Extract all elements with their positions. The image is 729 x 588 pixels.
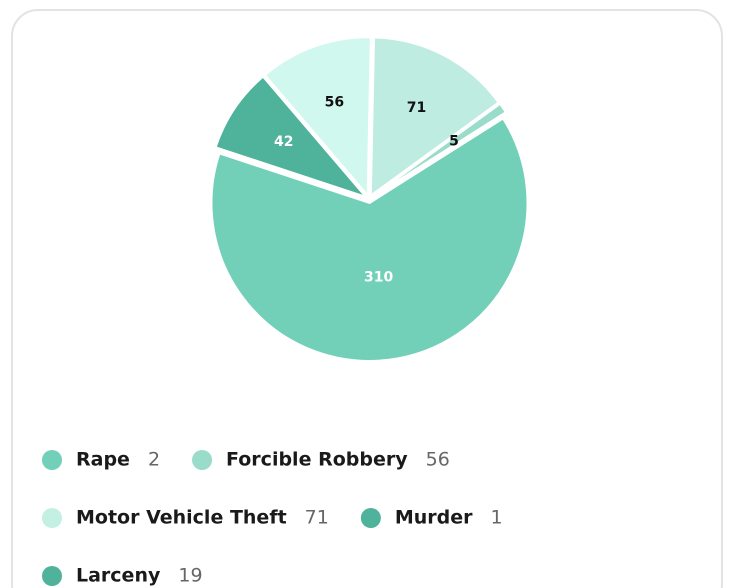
legend-swatch (42, 566, 62, 586)
slice-label: 310 (364, 269, 393, 285)
legend-swatch (42, 508, 62, 528)
legend-swatch (360, 508, 381, 528)
legend-value: 56 (426, 449, 450, 471)
slice-label: 5 (449, 133, 459, 149)
pie-slice (371, 102, 507, 198)
pie-slice (210, 117, 529, 362)
legend-value: 19 (178, 565, 202, 587)
slice-label: 42 (274, 134, 293, 150)
pie-slice (264, 36, 372, 197)
legend-value: 2 (148, 449, 160, 471)
slice-label: 71 (407, 100, 426, 116)
legend-swatch (192, 450, 213, 470)
legend-label: Rape (76, 449, 130, 471)
legend-label: Larceny (76, 565, 161, 587)
legend-label: Murder (395, 507, 473, 529)
legend-value: 71 (305, 507, 329, 529)
legend-swatch (42, 450, 62, 470)
pie-slice (369, 36, 500, 197)
legend-value: 1 (491, 507, 503, 529)
legend-label: Forcible Robbery (226, 449, 408, 471)
slice-label: 56 (325, 94, 344, 110)
legend-label: Motor Vehicle Theft (76, 507, 287, 529)
pie-slice (214, 75, 367, 198)
